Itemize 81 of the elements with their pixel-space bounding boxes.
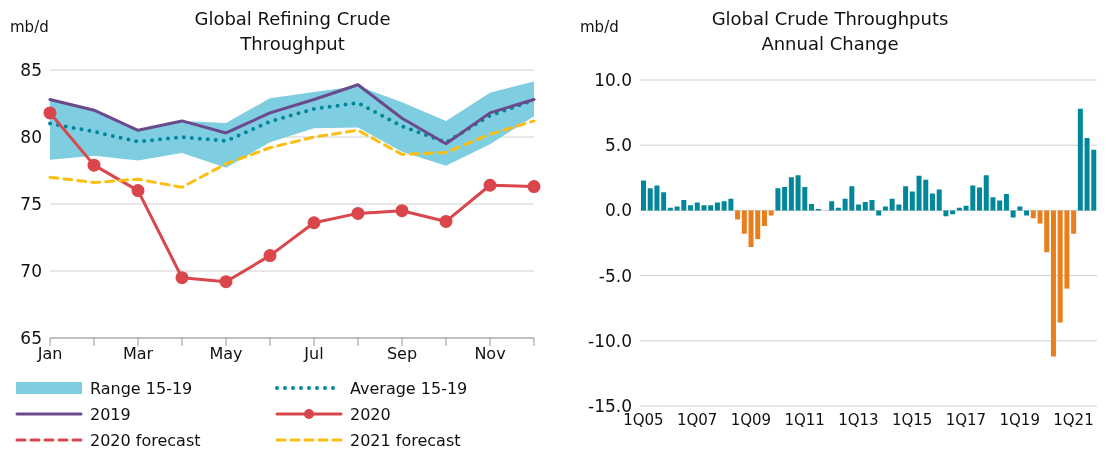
point bbox=[131, 184, 145, 198]
bar bbox=[903, 186, 909, 211]
bar bbox=[876, 210, 882, 216]
bar bbox=[775, 188, 781, 211]
chart-title: Global Crude Throughputs Annual Change bbox=[710, 7, 950, 56]
x-tick-label: 1Q17 bbox=[945, 410, 987, 429]
x-tick-label: 1Q21 bbox=[1053, 410, 1094, 429]
x-tick-label: 1Q07 bbox=[676, 410, 718, 429]
y-tick-label: 80 bbox=[20, 127, 42, 148]
legend-label: Average 15-19 bbox=[350, 378, 468, 398]
y-tick-label: 0.0 bbox=[604, 200, 632, 221]
legend-label: 2021 forecast bbox=[350, 430, 461, 450]
bar bbox=[869, 199, 875, 211]
bar bbox=[1050, 210, 1056, 357]
bar bbox=[829, 201, 835, 211]
y-axis-title: mb/d bbox=[580, 18, 619, 36]
bar bbox=[714, 202, 720, 211]
bar bbox=[862, 201, 868, 211]
bar bbox=[1030, 210, 1036, 219]
bar bbox=[936, 189, 942, 211]
bar bbox=[641, 180, 646, 211]
x-tick-label: 1Q09 bbox=[730, 410, 772, 429]
x-tick-label: 1Q13 bbox=[838, 410, 879, 429]
legend-label: 2020 forecast bbox=[90, 430, 201, 450]
point bbox=[395, 204, 409, 218]
bar bbox=[943, 210, 949, 217]
x-tick-label: May bbox=[209, 344, 243, 364]
legend-label: 2020 bbox=[350, 404, 391, 424]
bar bbox=[929, 193, 935, 211]
bar bbox=[761, 210, 767, 227]
y-tick-label: -5.0 bbox=[598, 265, 632, 286]
point bbox=[219, 275, 233, 289]
line-series bbox=[48, 119, 536, 189]
point bbox=[175, 271, 189, 285]
y-axis-title: mb/d bbox=[10, 18, 49, 36]
bar bbox=[1024, 210, 1030, 216]
bar bbox=[1003, 194, 1009, 211]
x-tick-label: Jul bbox=[303, 344, 324, 364]
bar bbox=[1017, 206, 1023, 211]
text: Range 15-19 bbox=[90, 378, 193, 398]
bar bbox=[741, 210, 747, 234]
y-tick-label: 85 bbox=[20, 60, 42, 81]
bar bbox=[788, 177, 794, 211]
bar bbox=[661, 192, 667, 211]
point bbox=[483, 178, 497, 192]
point bbox=[263, 249, 277, 263]
bar bbox=[768, 210, 774, 216]
x-tick-label: 1Q11 bbox=[784, 410, 825, 429]
point bbox=[43, 106, 57, 120]
bar bbox=[950, 210, 956, 215]
bar bbox=[977, 187, 983, 211]
bar bbox=[1077, 108, 1083, 211]
y-tick-label: 70 bbox=[20, 261, 42, 282]
point bbox=[351, 206, 365, 220]
bar bbox=[782, 186, 788, 211]
x-tick-label: Nov bbox=[474, 344, 506, 364]
point bbox=[307, 216, 321, 230]
x-tick-label: 1Q19 bbox=[999, 410, 1040, 429]
x-tick-label: Jan bbox=[36, 344, 63, 364]
point bbox=[439, 214, 453, 228]
bar bbox=[882, 206, 888, 211]
x-tick-label: Mar bbox=[122, 344, 154, 364]
point bbox=[87, 158, 101, 172]
bar bbox=[1071, 210, 1077, 234]
bar bbox=[1010, 210, 1016, 218]
x-tick-label: Sep bbox=[386, 344, 418, 364]
bar bbox=[809, 203, 815, 211]
x-tick-label: 1Q15 bbox=[891, 410, 933, 429]
bar bbox=[909, 191, 915, 211]
point bbox=[527, 180, 541, 194]
line-series bbox=[48, 83, 536, 146]
y-tick-label: 10.0 bbox=[594, 70, 632, 91]
y-tick-label: -10.0 bbox=[588, 330, 632, 351]
legend-label: 2019 bbox=[90, 404, 131, 424]
bar bbox=[708, 205, 714, 211]
y-tick-label: 75 bbox=[20, 194, 42, 215]
bar bbox=[688, 205, 694, 211]
bar bbox=[735, 210, 741, 220]
y-tick-label: 5.0 bbox=[604, 135, 632, 156]
bar bbox=[997, 200, 1003, 211]
chart-title: Global Refining Crude Throughput bbox=[193, 7, 392, 56]
